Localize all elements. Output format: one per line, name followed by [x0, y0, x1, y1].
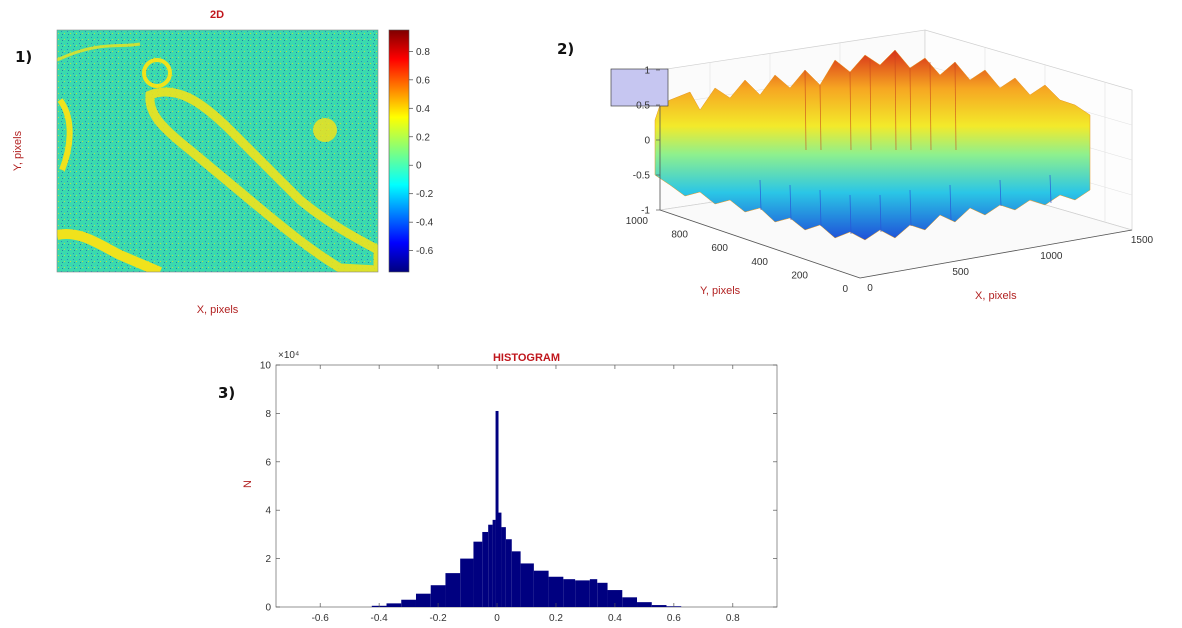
histogram-bar	[401, 599, 416, 607]
surface3d-troughs	[759, 174, 1052, 235]
histogram-bar	[589, 579, 598, 607]
heatmap-xlabel: X, pixels	[196, 304, 239, 316]
heatmap-title: 2D	[209, 9, 225, 21]
histogram-bar	[415, 593, 431, 607]
histogram-title: HISTOGRAM	[492, 352, 561, 364]
panel-3-number: 3)	[218, 384, 236, 402]
heatmap-background	[57, 30, 378, 272]
histogram-bar	[651, 605, 667, 607]
heatmap-feature-ring	[142, 58, 172, 88]
histogram-x-tick-label: 0	[494, 613, 500, 624]
histogram-bar	[492, 519, 496, 607]
z-tick-label: 1	[644, 66, 650, 77]
histogram-bar	[548, 576, 564, 607]
histogram-bar	[637, 602, 652, 607]
colorbar-tick-label: 0.6	[416, 75, 430, 86]
histogram-bar	[495, 410, 499, 607]
histogram-x-tick-label: 0.2	[549, 613, 563, 624]
histogram-y-tick-label: 4	[265, 506, 271, 517]
histogram-bar	[563, 579, 576, 607]
y-tick-label: 1000	[626, 216, 649, 227]
histogram-bar	[445, 573, 461, 607]
histogram-bar	[622, 597, 638, 607]
histogram-bar	[607, 590, 623, 607]
histogram-y-tick-label: 0	[265, 603, 271, 614]
z-tick-label: -1	[641, 206, 650, 217]
z-tick-label: 0	[644, 136, 650, 147]
histogram-bar	[488, 524, 493, 607]
x-tick-label: 500	[952, 267, 969, 278]
colorbar	[388, 29, 410, 273]
heatmap-feature-diagonal	[145, 87, 378, 272]
y-tick-label: 0	[842, 284, 848, 295]
histogram-bar	[533, 570, 549, 607]
colorbar-tick-label: -0.2	[416, 189, 434, 200]
histogram-x-tick-label: 0.8	[726, 613, 740, 624]
histogram-x-tick-label: -0.2	[429, 613, 447, 624]
histogram-bar	[582, 580, 590, 607]
histogram-y-tick-label: 8	[265, 409, 271, 420]
histogram-bar	[498, 512, 502, 607]
x-tick-label: 1500	[1131, 235, 1154, 246]
histogram-bar	[575, 580, 583, 607]
colorbar-tick-label: 0.4	[416, 104, 430, 115]
surface3d-legend-box	[610, 68, 669, 107]
y-tick-label: 200	[791, 270, 808, 281]
histogram-bar	[430, 585, 446, 607]
histogram-x-tick-label: 0.4	[608, 613, 622, 624]
z-tick-label: -0.5	[633, 171, 651, 182]
surface3d-body	[654, 49, 1091, 241]
y-tick-label: 600	[711, 243, 728, 254]
heatmap-feature-blob	[313, 118, 337, 142]
surface3d-peaks	[804, 49, 957, 151]
surface3d-ylabel: Y, pixels	[700, 285, 741, 297]
colorbar-tick-label: 0	[416, 161, 422, 172]
y-tick-label: 400	[751, 257, 768, 268]
heatmap-feature-left	[57, 98, 73, 172]
heatmap-feature-top	[57, 42, 141, 62]
histogram-bar	[597, 582, 608, 607]
histogram-bar	[482, 531, 489, 607]
histogram-ticks: -0.6 -0.4 -0.2 0 0.2 0.4 0.6 0.8 0 2 4 6 8 10	[260, 361, 777, 624]
x-tick-label: 1000	[1040, 251, 1063, 262]
histogram-bar	[501, 527, 506, 607]
histogram-y-multiplier: ×10⁴	[278, 350, 300, 361]
x-tick-label: 0	[867, 283, 873, 294]
heatmap-feature-lower	[57, 229, 162, 272]
histogram-x-tick-label: 0.6	[667, 613, 681, 624]
colorbar-ticks: -0.6 -0.4 -0.2 0 0.2 0.4 0.6 0.8	[409, 47, 434, 257]
histogram-y-tick-label: 10	[260, 361, 272, 372]
y-tick-label: 800	[671, 230, 688, 241]
histogram-bar	[505, 539, 512, 607]
histogram-bar	[473, 541, 483, 607]
colorbar-tick-label: 0.2	[416, 132, 430, 143]
histogram-x-tick-label: -0.6	[312, 613, 330, 624]
colorbar-tick-label: 0.8	[416, 47, 430, 58]
colorbar-tick-label: -0.4	[416, 218, 434, 229]
histogram-bar	[511, 551, 521, 607]
colorbar-tick-label: -0.6	[416, 246, 434, 257]
histogram-y-tick-label: 6	[265, 457, 271, 468]
z-tick-label: 0.5	[636, 101, 650, 112]
histogram-bar	[386, 603, 402, 607]
histogram-bar	[460, 558, 474, 607]
surface3d-ticks: -1 -0.5 0 0.5 1 0 500 1000 1500 0 200 400 600 800 1000	[626, 66, 1154, 296]
histogram-x-tick-label: -0.4	[371, 613, 389, 624]
surface3d-xlabel: X, pixels	[975, 290, 1017, 302]
panel-2-number: 2)	[557, 40, 575, 58]
histogram-bar	[520, 563, 534, 607]
panel-1-number: 1)	[15, 48, 33, 66]
histogram-y-tick-label: 2	[265, 554, 271, 565]
